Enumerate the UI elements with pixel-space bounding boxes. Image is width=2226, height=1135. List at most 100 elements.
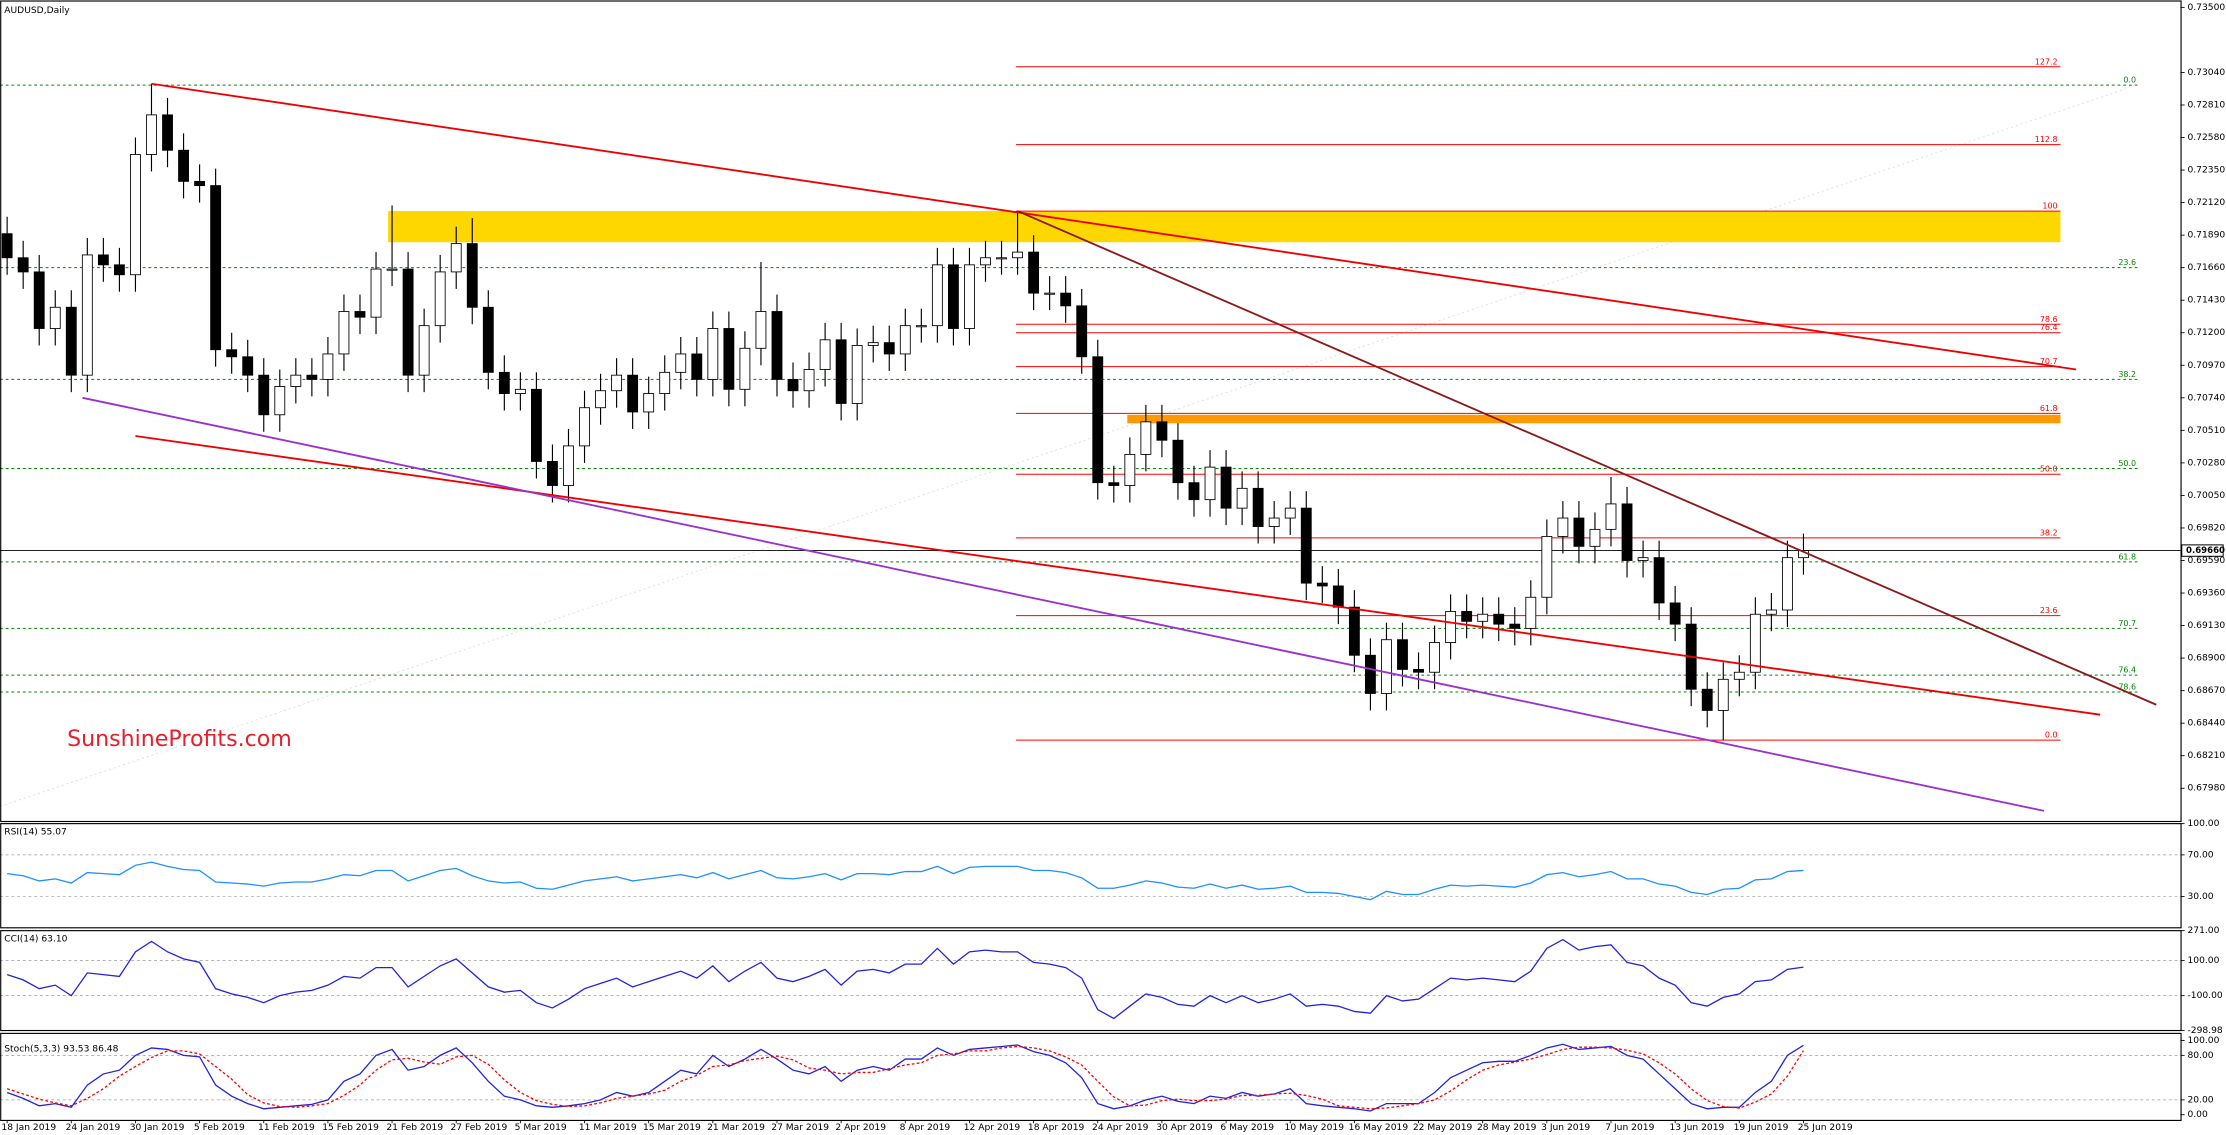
x-tick-label: 24 Jan 2019 — [66, 1123, 121, 1133]
candle-body — [691, 353, 703, 380]
x-tick-label: 11 Mar 2019 — [579, 1123, 637, 1133]
current-price-label: 0.69660 — [2186, 546, 2225, 556]
candle-body — [1236, 487, 1248, 509]
x-tick-label: 15 Mar 2019 — [643, 1123, 701, 1133]
y-tick-label: 0.72120 — [2187, 198, 2225, 208]
candle-body — [354, 311, 366, 318]
fib-label: 127.2 — [2035, 57, 2058, 66]
y-tick-label: 271.00 — [2187, 926, 2219, 936]
y-tick-label: 0.71200 — [2187, 328, 2225, 338]
candle-body — [964, 264, 975, 329]
y-tick-label: 70.00 — [2187, 850, 2213, 860]
y-tick-label: 0.70510 — [2187, 426, 2225, 436]
candle-body — [1525, 596, 1537, 629]
candle-body — [1781, 557, 1793, 611]
trend-line — [135, 435, 2101, 716]
candle-body — [931, 264, 943, 327]
candle-body — [258, 374, 270, 416]
candle-body — [1188, 482, 1200, 501]
x-tick-label: 21 Mar 2019 — [707, 1123, 765, 1133]
y-tick-label: 0.71890 — [2187, 231, 2225, 241]
candle-body — [113, 264, 125, 276]
candle-body — [1541, 536, 1553, 598]
candle-body — [627, 374, 639, 413]
candle-body — [290, 374, 302, 387]
candle-body — [466, 243, 478, 308]
candle-body — [322, 353, 334, 380]
pane-title: CCI(14) 63.10 — [4, 935, 67, 945]
x-tick-label: 5 Feb 2019 — [194, 1123, 245, 1133]
candle-body — [803, 369, 815, 392]
candle-body — [1669, 602, 1681, 625]
candle-body — [1332, 585, 1344, 608]
candle-body — [1364, 654, 1376, 694]
y-tick-label: 0.69360 — [2187, 589, 2225, 599]
candle-body — [947, 264, 959, 329]
candle-body — [498, 371, 510, 394]
candle-body — [1509, 623, 1521, 629]
x-tick-label: 30 Apr 2019 — [1156, 1123, 1213, 1133]
x-tick-label: 3 Jun 2019 — [1541, 1123, 1590, 1133]
trend-line — [82, 396, 2045, 812]
candle-body — [996, 257, 1007, 260]
candle-body — [643, 393, 655, 413]
indicator-line — [6, 938, 1804, 1020]
candle-body — [242, 356, 254, 376]
candle-body — [563, 445, 574, 486]
candle-body — [1028, 251, 1040, 294]
candle-body — [81, 254, 93, 376]
fib-label: 76.4 — [2040, 323, 2058, 332]
candle-body — [980, 257, 991, 266]
trend-line — [151, 82, 2077, 371]
candle-body — [226, 349, 238, 358]
y-tick-label: 0.70050 — [2187, 491, 2225, 501]
y-tick-label: 80.00 — [2187, 1051, 2213, 1061]
candle-body — [1316, 582, 1328, 587]
candle-body — [130, 154, 141, 276]
candle-body — [1573, 517, 1585, 547]
zone — [1127, 414, 2061, 424]
cci-pane-border — [0, 930, 2182, 1032]
candle-body — [835, 339, 847, 404]
indicator-line — [6, 1043, 1804, 1112]
candle-body — [1397, 639, 1408, 670]
x-tick-label: 18 Jan 2019 — [1, 1123, 56, 1133]
candle-body — [851, 345, 863, 404]
y-tick-label: 0.69130 — [2187, 621, 2225, 631]
fib-label: 38.2 — [2040, 528, 2058, 537]
candle-body — [1493, 613, 1505, 625]
indicator-line — [7, 861, 1804, 901]
zone — [388, 211, 2061, 243]
fib-label: 70.7 — [2040, 357, 2058, 366]
candle-body — [611, 374, 623, 392]
candle-body — [17, 257, 29, 273]
candle-body — [819, 339, 831, 370]
y-tick-label: 0.00 — [2187, 1110, 2208, 1120]
y-tick-label: -298.98 — [2187, 1026, 2222, 1036]
fib-label: 0.0 — [2123, 76, 2136, 85]
x-tick-label: 7 Jun 2019 — [1605, 1123, 1654, 1133]
candle-body — [1348, 606, 1360, 656]
candle-body — [338, 311, 350, 355]
candle-body — [482, 306, 494, 373]
candle-body — [97, 254, 109, 266]
candle-body — [1429, 642, 1440, 673]
y-tick-label: 0.72350 — [2187, 166, 2225, 176]
fib-label: 100 — [2042, 202, 2057, 211]
candle-body — [1557, 517, 1569, 537]
x-tick-label: 27 Mar 2019 — [771, 1123, 829, 1133]
fib-label: 50.0 — [2040, 465, 2058, 474]
candle-body — [1749, 613, 1761, 673]
y-tick-label: 0.69820 — [2187, 523, 2225, 533]
candle-body — [1445, 610, 1457, 643]
main-pane-border — [0, 0, 2182, 823]
candle-body — [595, 390, 606, 409]
candle-body — [1108, 482, 1120, 486]
x-tick-label: 25 Jun 2019 — [1798, 1123, 1853, 1133]
y-tick-label: 0.73040 — [2187, 68, 2225, 78]
candle-body — [1413, 668, 1424, 673]
y-tick-label: 0.70280 — [2187, 458, 2225, 468]
candle-body — [1012, 251, 1023, 259]
candle-body — [659, 371, 671, 394]
candle-body — [755, 311, 767, 349]
